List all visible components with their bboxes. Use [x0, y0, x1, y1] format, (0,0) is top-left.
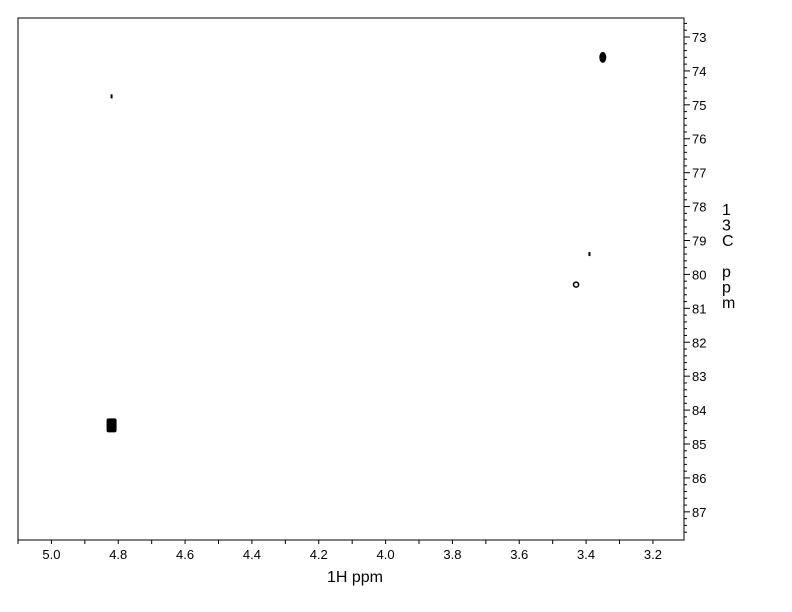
peaks	[106, 51, 607, 433]
x-tick-label: 4.2	[310, 547, 328, 562]
y-tick-label: 81	[692, 301, 706, 316]
y-tick-label: 84	[692, 403, 706, 418]
peak	[572, 281, 580, 288]
y-tick-label: 73	[692, 30, 706, 45]
y-tick-label: 83	[692, 369, 706, 384]
x-tick-label: 3.8	[443, 547, 461, 562]
plot-frame	[17, 17, 685, 541]
x-tick-label: 5.0	[42, 547, 60, 562]
y-tick-label: 85	[692, 437, 706, 452]
x-tick-label: 4.8	[109, 547, 127, 562]
peak	[588, 252, 591, 257]
peak	[110, 94, 113, 99]
peak	[599, 51, 607, 63]
y-tick-label: 87	[692, 505, 706, 520]
y-tick-label: 82	[692, 335, 706, 350]
x-tick-label: 4.4	[243, 547, 261, 562]
y-tick-label: 74	[692, 64, 706, 79]
x-axis: 5.0 4.8 4.6 4.4 4.2 4.0 3.8 3.6 3.4 3.2	[17, 540, 662, 562]
y-tick-label: 78	[692, 200, 706, 215]
y-tick-label: 80	[692, 267, 706, 282]
y-tick-label: 75	[692, 98, 706, 113]
x-tick-label: 3.2	[644, 547, 662, 562]
x-tick-label: 3.4	[577, 547, 595, 562]
y-axis: 73 74 75 76 77 78 79 80 81 82 83 84 85 86 87	[684, 22, 706, 533]
y-tick-label: 76	[692, 132, 706, 147]
y-tick-label: 79	[692, 234, 706, 249]
x-axis-label: 1H ppm	[327, 569, 383, 586]
peak	[106, 418, 117, 433]
x-tick-label: 4.0	[377, 547, 395, 562]
y-tick-label: 86	[692, 471, 706, 486]
y-tick-label: 77	[692, 166, 706, 181]
x-tick-label: 4.6	[176, 547, 194, 562]
x-tick-label: 3.6	[510, 547, 528, 562]
